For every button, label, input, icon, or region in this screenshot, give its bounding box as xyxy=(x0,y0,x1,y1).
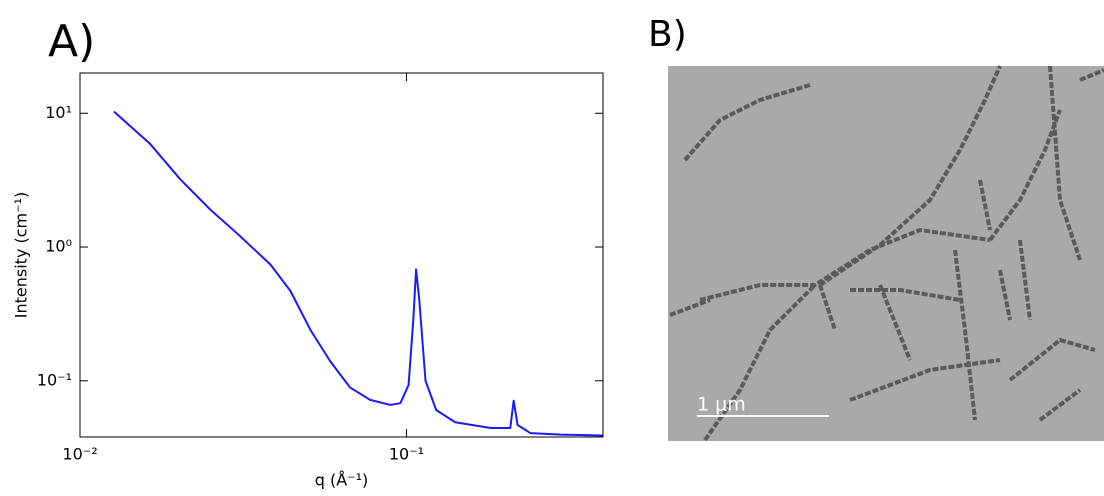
y-tick-label: 10⁻¹ xyxy=(37,370,72,389)
fibers xyxy=(669,65,1104,442)
chart: 10⁻² 10⁻¹ 10⁻¹ 10⁰ 10¹ q (Å⁻¹) Intensity (cm⁻¹… xyxy=(12,72,604,490)
y-tick-label: 10⁰ xyxy=(45,237,72,256)
panel-label: A) xyxy=(48,16,95,67)
x-axis-label: q (Å⁻¹) xyxy=(315,471,369,490)
y-tick-label: 10¹ xyxy=(45,103,72,122)
line xyxy=(113,110,604,437)
micrograph-background xyxy=(668,66,1104,441)
scale-bar-label: 1 μm xyxy=(697,394,746,416)
panel-label: B) xyxy=(648,14,687,55)
y-axis-label: Intensity (cm⁻¹) xyxy=(12,192,31,318)
plot-frame xyxy=(79,72,604,438)
x-tick-label: 10⁻¹ xyxy=(389,445,424,464)
micrograph: 1 μm xyxy=(668,65,1104,442)
x-tick-label: 10⁻² xyxy=(62,445,97,464)
